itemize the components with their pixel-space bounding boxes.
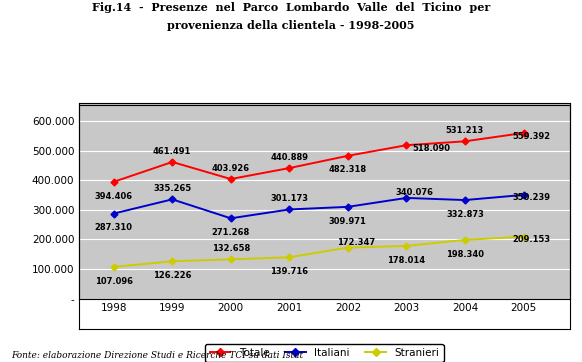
Text: 559.392: 559.392	[513, 131, 551, 140]
Text: 178.014: 178.014	[388, 256, 425, 265]
Text: 335.265: 335.265	[153, 184, 191, 193]
Text: 301.173: 301.173	[270, 194, 308, 203]
Text: 126.226: 126.226	[153, 271, 191, 280]
Legend: Totale, Italiani, Stranieri: Totale, Italiani, Stranieri	[205, 344, 443, 362]
Text: 531.213: 531.213	[446, 126, 484, 135]
Text: 461.491: 461.491	[153, 147, 191, 156]
Text: 340.076: 340.076	[396, 188, 434, 197]
Text: 287.310: 287.310	[95, 223, 133, 232]
Text: 332.873: 332.873	[446, 210, 484, 219]
Text: 132.658: 132.658	[212, 244, 250, 253]
Text: 309.971: 309.971	[329, 216, 367, 226]
Text: provenienza della clientela - 1998-2005: provenienza della clientela - 1998-2005	[167, 20, 415, 31]
Text: 198.340: 198.340	[446, 249, 484, 258]
Text: 209.153: 209.153	[513, 235, 551, 244]
Text: 394.406: 394.406	[95, 191, 133, 201]
Text: 350.239: 350.239	[513, 193, 551, 202]
Text: 139.716: 139.716	[270, 267, 308, 276]
Text: 440.889: 440.889	[270, 153, 308, 162]
Text: 482.318: 482.318	[329, 165, 367, 174]
Text: 403.926: 403.926	[212, 164, 250, 173]
Text: 271.268: 271.268	[212, 228, 250, 237]
Text: Fig.14  -  Presenze  nel  Parco  Lombardo  Valle  del  Ticino  per: Fig.14 - Presenze nel Parco Lombardo Val…	[92, 2, 490, 13]
Text: 172.347: 172.347	[337, 238, 375, 247]
Text: 107.096: 107.096	[95, 277, 133, 286]
Text: 518.090: 518.090	[413, 144, 450, 153]
Text: Fonte: elaborazione Direzione Studi e Ricerche TCI su dati Istat: Fonte: elaborazione Direzione Studi e Ri…	[12, 351, 304, 360]
